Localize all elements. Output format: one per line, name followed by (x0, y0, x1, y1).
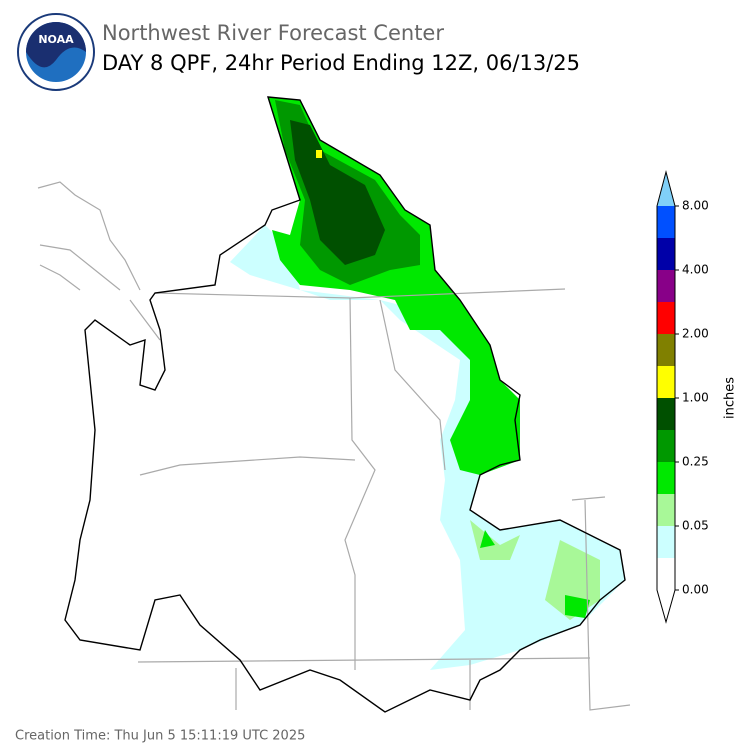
colorbar-bin (657, 334, 675, 366)
colorbar-over (657, 172, 675, 206)
colorbar-bin (657, 270, 675, 302)
logo-text: NOAA (38, 33, 74, 46)
colorbar-tick-label: 8.00 (682, 199, 709, 213)
colorbar-tick-label: 0.25 (682, 455, 709, 469)
basin-outline (64, 96, 626, 713)
colorbar-bin (657, 366, 675, 398)
colorbar-tick-label: 2.00 (682, 327, 709, 341)
precip-areas (230, 97, 625, 670)
colorbar-tick-label: 1.00 (682, 391, 709, 405)
colorbar-bin (657, 558, 675, 590)
colorbar-tick-label: 0.00 (682, 583, 709, 597)
colorbar-bin (657, 398, 675, 430)
title: Northwest River Forecast Center (102, 21, 444, 45)
colorbar-tick-label: 4.00 (682, 263, 709, 277)
colorbar-bin (657, 206, 675, 238)
subtitle: DAY 8 QPF, 24hr Period Ending 12Z, 06/13… (102, 51, 580, 75)
colorbar-under (657, 590, 675, 622)
colorbar: inches 0.00 0.05 0.25 1.00 2.00 4.00 8.00 (656, 170, 738, 624)
colorbar-tick-label: 0.05 (682, 519, 709, 533)
creation-time: Creation Time: Thu Jun 5 15:11:19 UTC 20… (15, 729, 305, 744)
colorbar-bin (657, 430, 675, 462)
state-borders (37, 181, 631, 711)
noaa-logo: NOAA (17, 13, 95, 91)
colorbar-label: inches (723, 377, 738, 419)
colorbar-bin (657, 238, 675, 270)
colorbar-bin (657, 494, 675, 526)
colorbar-bin (657, 462, 675, 494)
colorbar-bin (657, 526, 675, 558)
colorbar-bin (657, 302, 675, 334)
